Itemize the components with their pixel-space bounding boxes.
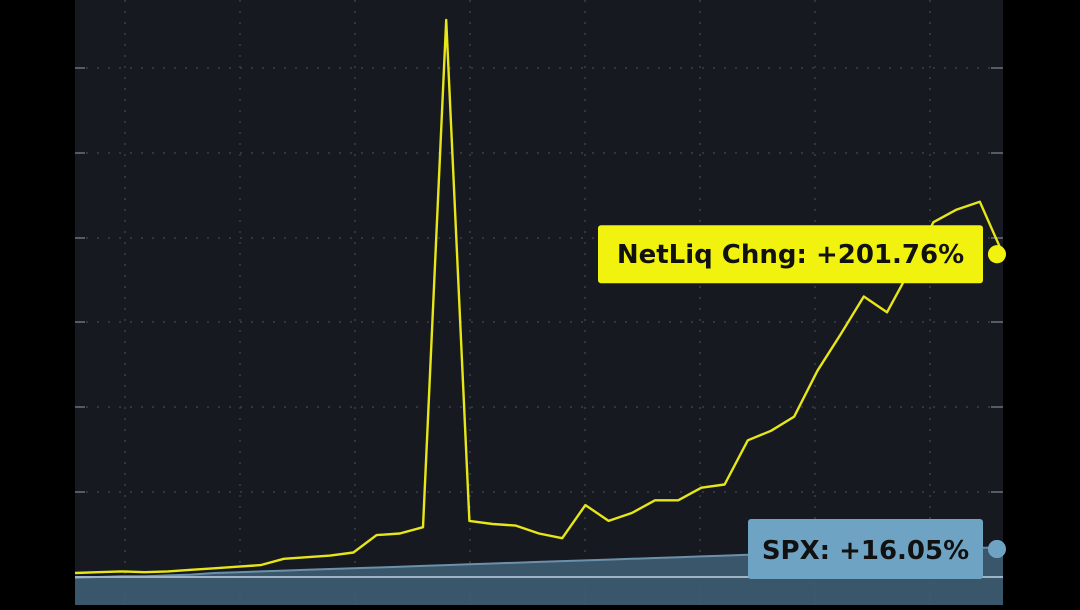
right-frame	[1003, 0, 1080, 610]
netliq-end-dot-top	[988, 245, 1006, 264]
plot-background	[75, 0, 1003, 605]
netliq-badge-text: NetLiq Chng: +201.76%	[617, 240, 964, 270]
netliq-badge: NetLiq Chng: +201.76%	[598, 225, 1006, 284]
spx-badge-box	[748, 519, 983, 579]
series-netliq-line	[74, 18, 1005, 575]
label-layer: NetLiq Chng: +201.76% SPX: +16.05%	[598, 0, 1080, 610]
grid	[75, 0, 1003, 605]
spx-end-dot-top	[988, 540, 1006, 558]
spx-badge: SPX: +16.05%	[748, 519, 1006, 579]
spx-badge-text: SPX: +16.05%	[762, 536, 969, 566]
plot-panel	[75, 0, 1003, 605]
netliq-badge-box	[598, 225, 983, 284]
